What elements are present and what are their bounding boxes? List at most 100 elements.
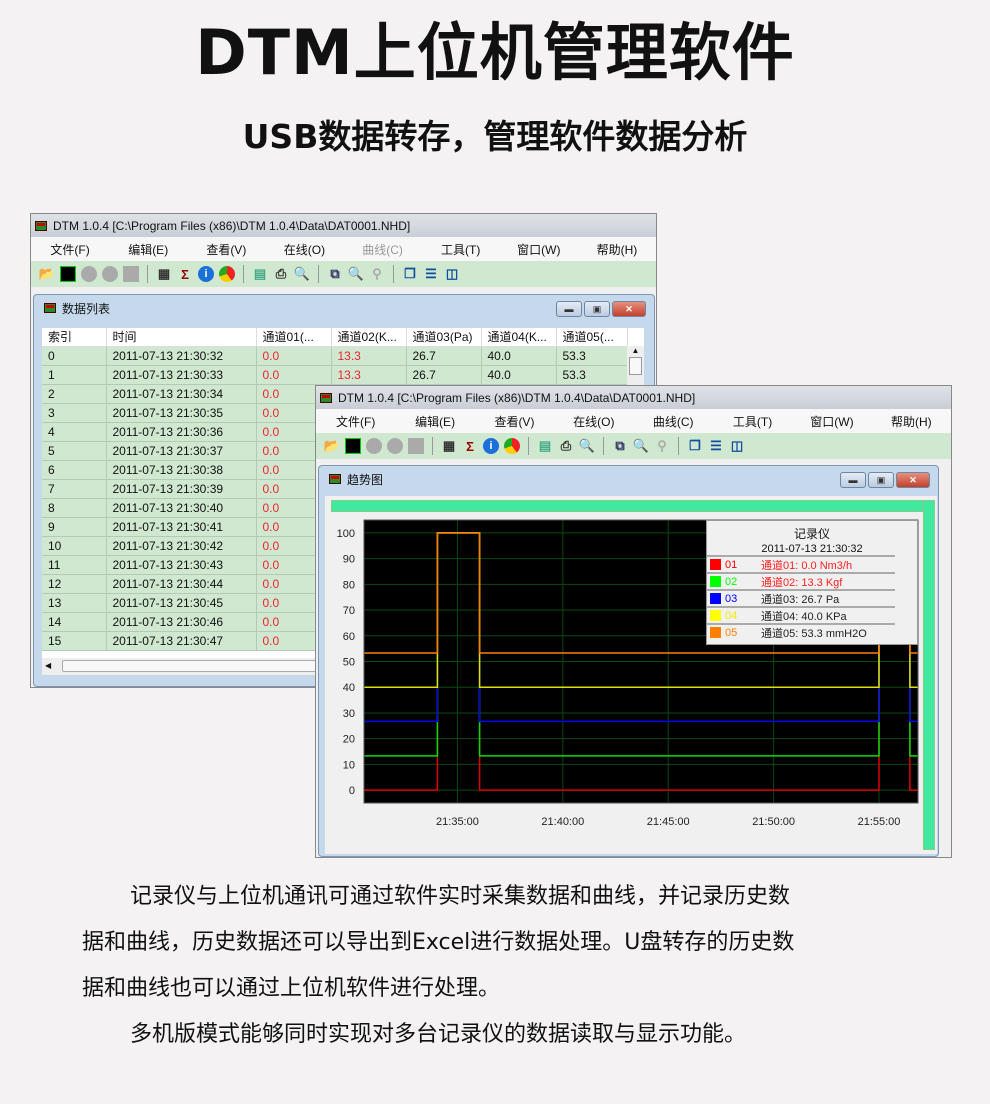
toolbar-separator: [678, 437, 679, 455]
column-header[interactable]: 通道02(K...: [331, 328, 407, 347]
table-cell: 2011-07-13 21:30:38: [106, 460, 257, 480]
y-tick-label: 0: [349, 785, 355, 797]
menu-tools[interactable]: 工具(T): [441, 242, 481, 257]
y-tick-label: 30: [343, 708, 355, 720]
record-icon[interactable]: [366, 438, 382, 454]
column-header[interactable]: 时间: [106, 328, 257, 347]
table-icon[interactable]: ▦: [442, 438, 456, 453]
menu-tools[interactable]: 工具(T): [732, 414, 773, 429]
close-button[interactable]: ✕: [612, 301, 646, 317]
table-cell: 13: [42, 593, 107, 613]
table-cell: 53.3: [556, 346, 628, 366]
column-header[interactable]: 索引: [42, 328, 107, 347]
column-header[interactable]: 通道05(...: [556, 328, 628, 347]
export-icon[interactable]: ▤: [253, 266, 267, 281]
legend-text: 通道02: 13.3 Kgf: [761, 576, 843, 589]
tile-horizontal-icon[interactable]: ☰: [710, 438, 722, 453]
menu-file[interactable]: 文件(F): [336, 414, 376, 429]
print-icon[interactable]: ⎙: [560, 438, 572, 453]
table-cell: 14: [42, 612, 107, 632]
window-title: 趋势图: [347, 472, 384, 487]
menu-online[interactable]: 在线(O): [573, 414, 615, 429]
pause-icon[interactable]: [387, 438, 403, 454]
menu-edit[interactable]: 编辑(E): [128, 242, 169, 257]
maximize-button[interactable]: ▣: [868, 472, 894, 488]
legend-item: 01 通道01: 0.0 Nm3/h: [707, 555, 895, 572]
y-tick-label: 90: [343, 554, 355, 566]
table-cell: 2011-07-13 21:30:47: [106, 631, 257, 651]
cascade-icon[interactable]: ❐: [689, 438, 701, 453]
table-cell: 2011-07-13 21:30:36: [106, 422, 257, 442]
print-preview-icon[interactable]: 🔍: [578, 438, 596, 453]
title-bar: DTM 1.0.4 [C:\Program Files (x86)\DTM 1.…: [316, 386, 951, 409]
time-scroll-bar[interactable]: [331, 500, 925, 512]
table-cell: 0.0: [256, 536, 332, 556]
tile-vertical-icon[interactable]: ◫: [445, 266, 459, 281]
print-icon[interactable]: ⎙: [275, 266, 287, 281]
info-icon[interactable]: i: [483, 438, 499, 454]
tile-vertical-icon[interactable]: ◫: [730, 438, 744, 453]
zoom-out-icon[interactable]: ⚲: [657, 438, 667, 453]
legend-id: 04: [725, 609, 738, 622]
pie-icon[interactable]: [219, 266, 235, 282]
print-preview-icon[interactable]: 🔍: [293, 266, 311, 281]
legend-id: 05: [725, 626, 738, 639]
menu-file[interactable]: 文件(F): [50, 242, 90, 257]
column-header[interactable]: 通道04(K...: [481, 328, 557, 347]
open-folder-icon[interactable]: 📂: [323, 438, 341, 453]
menu-help[interactable]: 帮助(H): [596, 242, 638, 257]
sigma-icon[interactable]: Σ: [466, 438, 474, 454]
maximize-button[interactable]: ▣: [584, 301, 610, 317]
copy-icon[interactable]: ⧉: [615, 438, 625, 453]
menu-edit[interactable]: 编辑(E): [415, 414, 456, 429]
menu-view[interactable]: 查看(V): [494, 414, 535, 429]
zoom-in-icon[interactable]: 🔍: [347, 266, 365, 281]
sigma-icon[interactable]: Σ: [181, 266, 189, 282]
table-icon[interactable]: ▦: [157, 266, 171, 281]
menu-curve[interactable]: 曲线(C): [362, 242, 403, 257]
window-icon: [44, 303, 56, 313]
legend-text: 通道01: 0.0 Nm3/h: [761, 559, 853, 572]
pie-icon[interactable]: [504, 438, 520, 454]
title-bar: DTM 1.0.4 [C:\Program Files (x86)\DTM 1.…: [31, 214, 656, 237]
cascade-icon[interactable]: ❐: [404, 266, 416, 281]
menu-window[interactable]: 窗口(W): [517, 242, 561, 257]
y-tick-label: 20: [343, 734, 355, 746]
copy-icon[interactable]: ⧉: [330, 266, 340, 281]
export-icon[interactable]: ▤: [538, 438, 552, 453]
toolbar-separator: [393, 265, 394, 283]
tile-horizontal-icon[interactable]: ☰: [425, 266, 437, 281]
zoom-in-icon[interactable]: 🔍: [632, 438, 650, 453]
vertical-scroll-bar[interactable]: [923, 500, 935, 850]
column-header[interactable]: 通道03(Pa): [406, 328, 482, 347]
column-header[interactable]: 通道01(...: [256, 328, 332, 347]
minimize-button[interactable]: ▬: [556, 301, 582, 317]
menu-curve[interactable]: 曲线(C): [652, 414, 694, 429]
table-row[interactable]: 1 2011-07-13 21:30:33 0.0 13.3 26.7 40.0 53.3: [42, 365, 628, 385]
table-cell: 0.0: [256, 517, 332, 537]
record-icon[interactable]: [81, 266, 97, 282]
page-subtitle: USB数据转存，管理软件数据分析: [242, 117, 748, 156]
zoom-out-icon[interactable]: ⚲: [372, 266, 382, 281]
legend-box: 记录仪 2011-07-13 21:30:32 01 通道01: 0.0 Nm3/…: [706, 520, 918, 645]
stop-icon[interactable]: [123, 266, 139, 282]
description-line-1: 记录仪与上位机通讯可通过软件实时采集数据和曲线，并记录历史数: [130, 884, 791, 909]
menu-window[interactable]: 窗口(W): [810, 414, 854, 429]
menu-online[interactable]: 在线(O): [283, 242, 326, 257]
trend-icon[interactable]: [60, 266, 76, 282]
pause-icon[interactable]: [102, 266, 118, 282]
table-cell: 2011-07-13 21:30:37: [106, 441, 257, 461]
minimize-button[interactable]: ▬: [840, 472, 866, 488]
info-icon[interactable]: i: [198, 266, 214, 282]
menu-view[interactable]: 查看(V): [206, 242, 247, 257]
table-cell: 0: [42, 346, 107, 366]
table-cell: 2011-07-13 21:30:45: [106, 593, 257, 613]
table-cell: 0.0: [256, 384, 332, 404]
stop-icon[interactable]: [408, 438, 424, 454]
plot-border: [363, 519, 919, 804]
table-row[interactable]: 0 2011-07-13 21:30:32 0.0 13.3 26.7 40.0 53.3: [42, 346, 628, 366]
trend-icon[interactable]: [345, 438, 361, 454]
menu-help[interactable]: 帮助(H): [890, 414, 932, 429]
close-button[interactable]: ✕: [896, 472, 930, 488]
open-folder-icon[interactable]: 📂: [38, 266, 56, 281]
